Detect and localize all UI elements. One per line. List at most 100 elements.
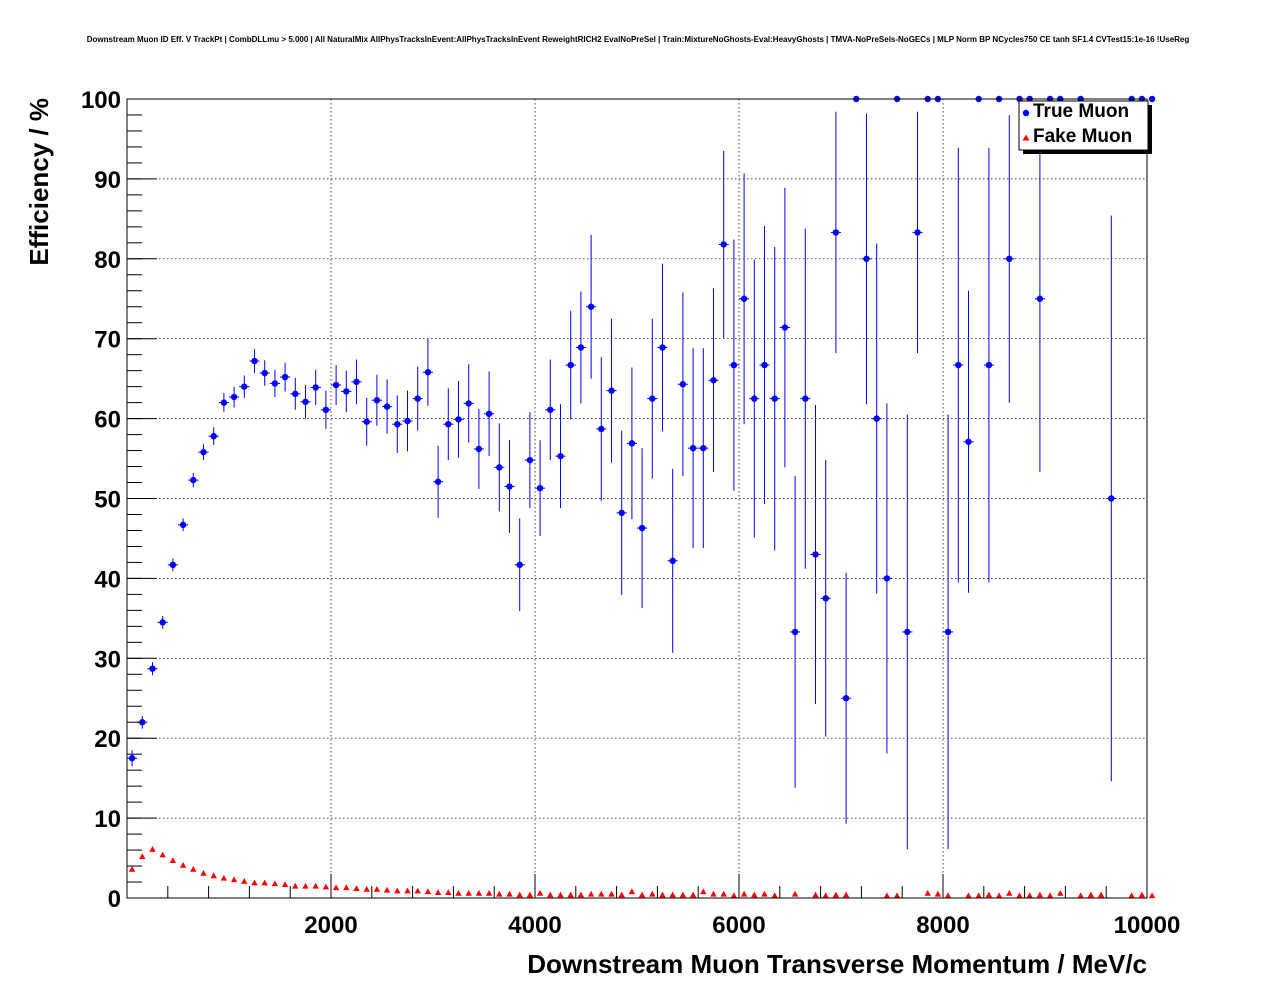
point-marker: [383, 886, 391, 893]
point-marker: [944, 628, 952, 636]
point-marker: [373, 886, 381, 892]
point-marker: [271, 380, 279, 387]
true-muon-point: [157, 615, 168, 629]
point-marker: [883, 575, 891, 582]
point-marker: [128, 754, 136, 762]
y-tick-label: 10: [94, 806, 121, 833]
x-tick-label: 10000: [1114, 912, 1181, 939]
true-muon-point: [412, 366, 423, 431]
fake-muon-point: [292, 882, 299, 889]
point-marker: [251, 879, 258, 886]
legend: True Muon Fake Muon: [1018, 100, 1152, 154]
point-marker: [353, 885, 360, 891]
true-muon-point: [861, 113, 872, 405]
point-marker: [1006, 890, 1013, 896]
y-tick-label: 0: [108, 886, 121, 913]
point-marker: [394, 420, 401, 428]
point-marker: [791, 890, 799, 897]
true-muon-point: [759, 226, 770, 505]
fake-muon-point: [383, 886, 391, 893]
fake-muon-point: [751, 891, 758, 898]
point-marker: [751, 395, 758, 402]
true-muon-point: [382, 379, 393, 434]
point-marker: [924, 890, 931, 896]
fake-muon-point: [720, 890, 727, 897]
point-marker: [434, 478, 442, 485]
y-axis-title: Efficiency / %: [24, 98, 54, 266]
point-marker: [904, 628, 911, 636]
point-marker: [934, 890, 942, 897]
true-muon-point: [555, 404, 566, 509]
point-marker: [914, 229, 921, 236]
true-muon-point: [677, 292, 688, 477]
true-muon-point: [688, 348, 699, 549]
fake-muon-point: [353, 885, 360, 891]
point-marker: [577, 344, 585, 351]
point-marker: [404, 417, 411, 425]
point-marker: [526, 891, 534, 898]
true-muon-point: [575, 291, 586, 404]
fake-muon-point: [230, 876, 238, 883]
true-muon-point: [841, 572, 852, 824]
axis-ticks: [126, 98, 1148, 899]
point-marker: [679, 381, 687, 388]
true-muon-point: [881, 403, 892, 754]
y-tick-label: 80: [94, 247, 121, 274]
point-marker: [822, 892, 829, 899]
point-marker: [536, 890, 544, 896]
true-muon-point: [443, 388, 454, 461]
y-tick-label: 70: [94, 327, 121, 354]
point-marker: [496, 464, 503, 471]
point-marker: [414, 887, 421, 894]
y-tick-label: 20: [94, 726, 121, 753]
true-muon-point: [198, 444, 209, 461]
point-marker: [700, 888, 707, 895]
point-marker: [179, 862, 187, 868]
point-marker: [363, 418, 370, 425]
true-muon-point: [1148, 95, 1156, 103]
true-muon-point: [208, 427, 219, 445]
x-tick-label: 8000: [916, 912, 969, 939]
point-marker: [251, 357, 258, 365]
point-marker: [353, 378, 360, 386]
legend-fake-muon-label: Fake Muon: [1033, 126, 1132, 147]
fake-muon-point: [822, 892, 829, 899]
true-muon-point: [1106, 215, 1117, 782]
point-marker: [628, 440, 636, 447]
fake-muon-point: [567, 891, 574, 898]
true-muon-point: [280, 362, 291, 392]
point-marker: [302, 882, 309, 889]
point-marker: [587, 890, 595, 897]
fake-muon-point: [761, 890, 768, 897]
true-muon-point: [912, 111, 923, 354]
fake-muon-point: [485, 890, 493, 896]
true-muon-point: [494, 423, 505, 512]
x-tick-label: 2000: [304, 912, 357, 939]
fake-muon-point: [812, 891, 819, 898]
point-marker: [322, 883, 330, 890]
fake-muon-point: [710, 890, 717, 897]
point-marker: [547, 891, 554, 898]
fake-muon-point: [1077, 892, 1084, 899]
fake-muon-point: [893, 892, 901, 899]
point-marker: [394, 887, 401, 894]
fake-muon-point: [424, 888, 432, 895]
true-muon-point: [310, 369, 321, 406]
fake-muon-point: [638, 891, 646, 898]
fake-muon-point: [210, 872, 217, 879]
point-marker: [496, 890, 503, 897]
point-marker: [343, 388, 350, 395]
point-marker: [842, 695, 850, 702]
true-muon-point: [473, 409, 484, 489]
y-tick-labels: 0 10 20 30 40 50 60 70 80 90 100: [81, 87, 121, 913]
point-marker: [781, 324, 789, 331]
fake-muon-point: [842, 891, 850, 898]
point-marker: [547, 406, 554, 414]
true-muon-point: [565, 310, 576, 420]
point-marker: [516, 891, 523, 898]
fake-muon-point: [1128, 892, 1135, 899]
point-marker: [771, 892, 778, 899]
point-marker: [659, 891, 666, 898]
true-muon-point: [239, 375, 250, 398]
point-marker: [241, 383, 248, 390]
